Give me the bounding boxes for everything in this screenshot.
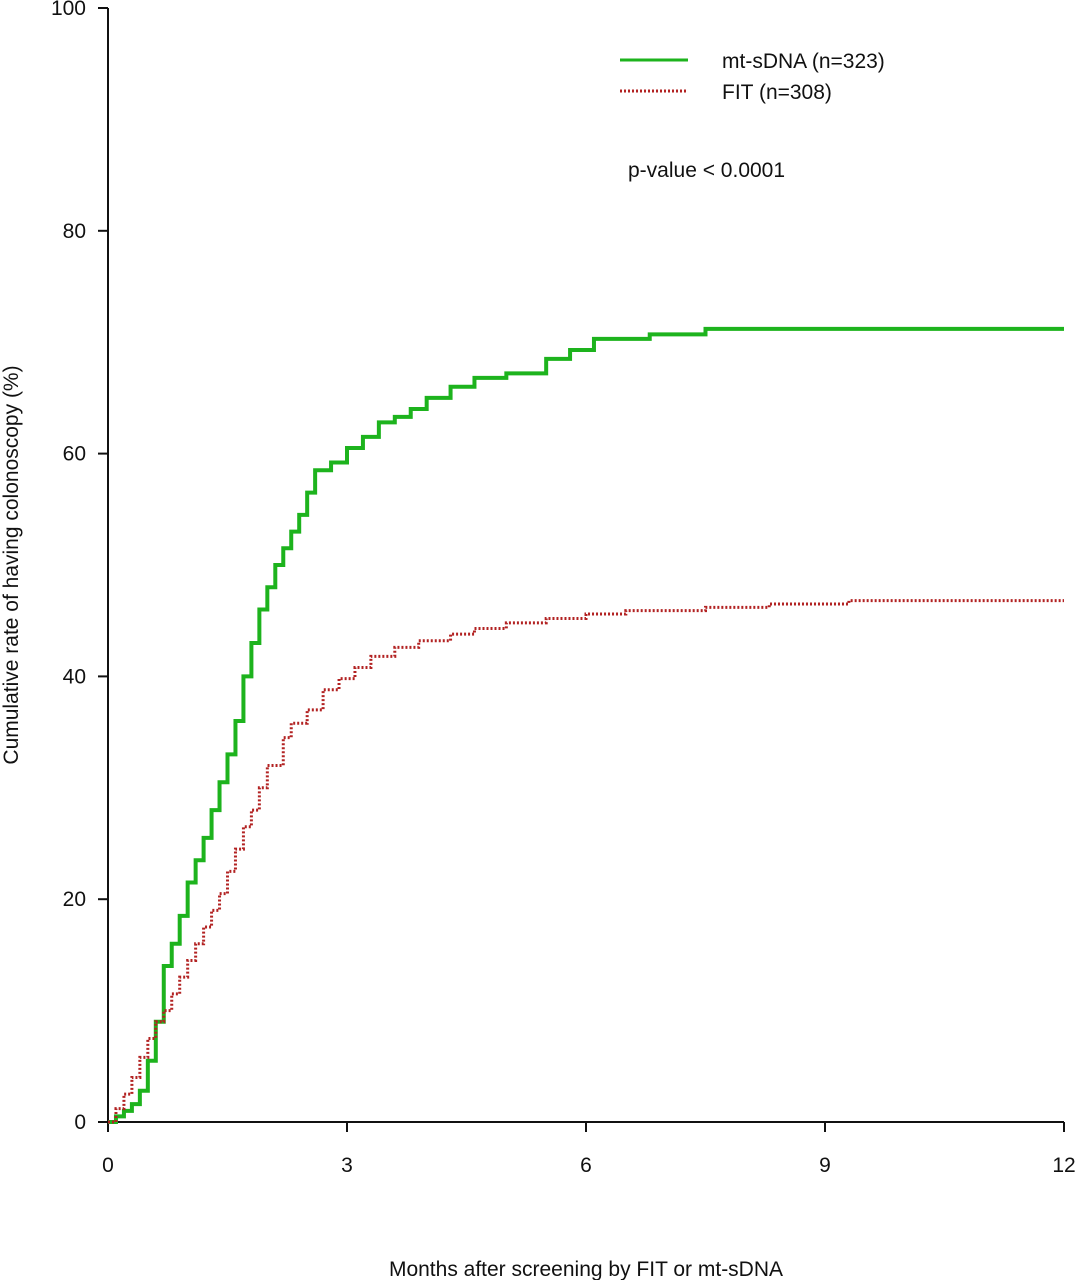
y-tick-label: 80 (63, 220, 86, 243)
series-line-mt-sdna (108, 326, 1064, 1124)
x-tick-label: 3 (341, 1154, 353, 1177)
y-tick-label: 40 (63, 665, 86, 688)
y-axis-title: Cumulative rate of having colonoscopy (%… (0, 365, 23, 764)
legend-label-mt-sdna: mt-sDNA (n=323) (722, 50, 885, 73)
y-tick-label: 60 (63, 443, 86, 466)
series-lines (108, 326, 1064, 1124)
x-tick-label: 9 (819, 1154, 831, 1177)
y-ticks: 0 20 40 60 80 100 (51, 0, 108, 1134)
x-ticks: 0 3 6 9 12 (102, 1122, 1076, 1177)
y-tick-label: 100 (51, 0, 86, 20)
legend: mt-sDNA (n=323) FIT (n=308) (620, 50, 885, 104)
x-tick-label: 6 (580, 1154, 592, 1177)
series-line-fit (108, 599, 1064, 1124)
x-tick-label: 12 (1052, 1154, 1075, 1177)
p-value-annotation: p-value < 0.0001 (628, 159, 785, 182)
x-axis-title: Months after screening by FIT or mt-sDNA (389, 1258, 783, 1280)
y-tick-label: 0 (74, 1111, 86, 1134)
axes: 0 20 40 60 80 100 0 3 6 9 12 (51, 0, 1076, 1177)
y-tick-label: 20 (63, 888, 86, 911)
x-tick-label: 0 (102, 1154, 114, 1177)
legend-label-fit: FIT (n=308) (722, 81, 832, 104)
